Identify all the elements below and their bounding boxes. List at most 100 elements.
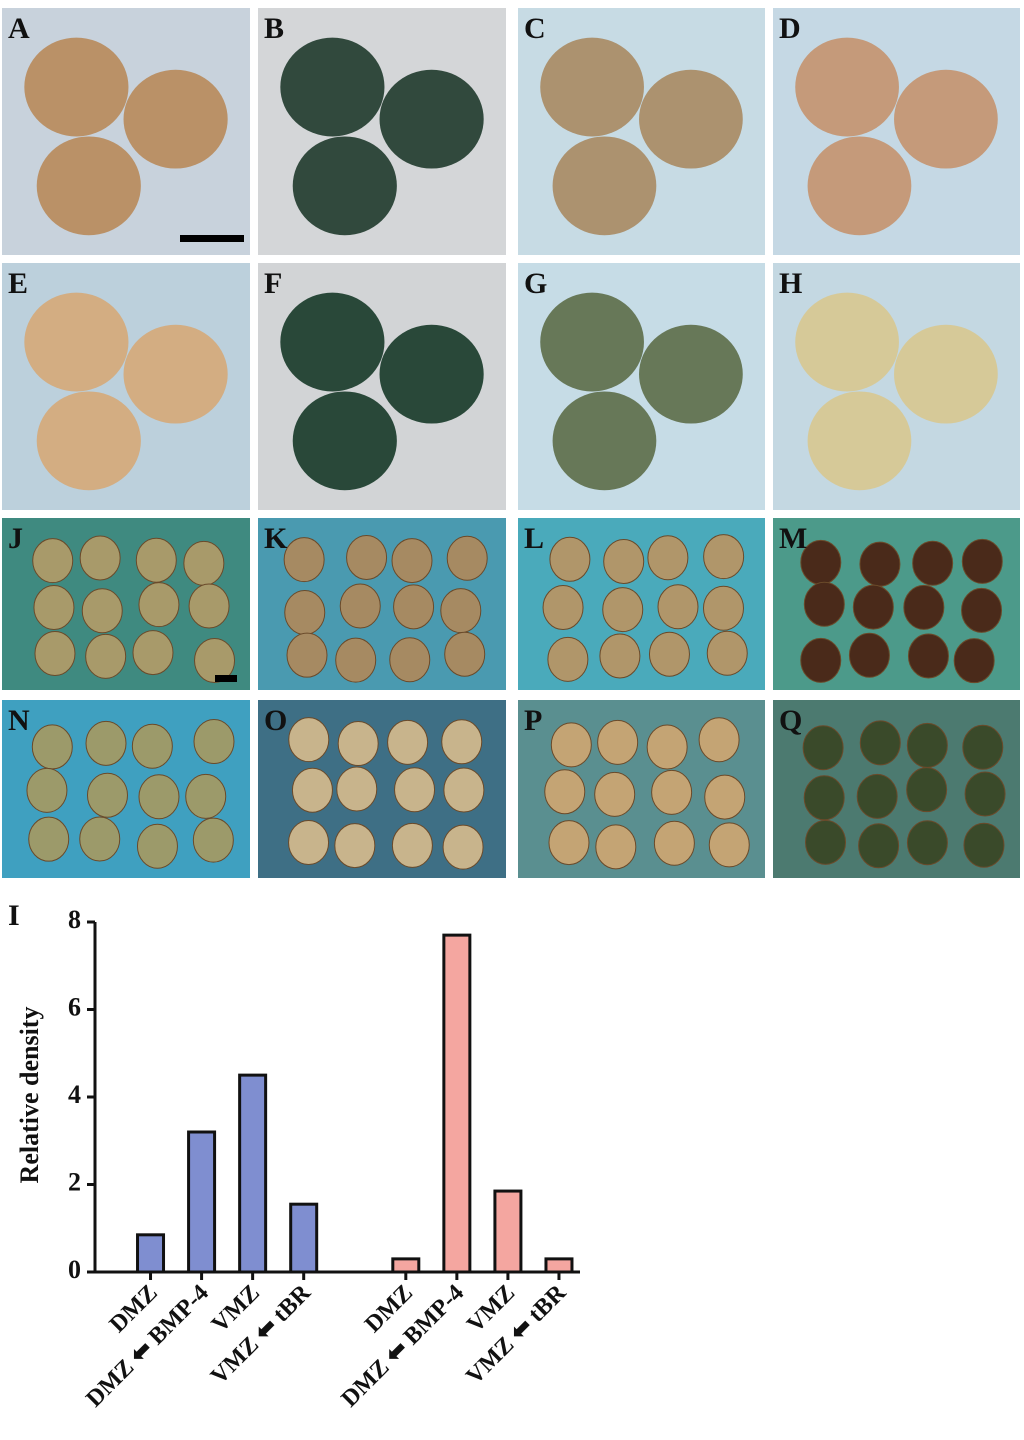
embryo: [132, 630, 174, 676]
panel-label: G: [524, 267, 547, 300]
embryo: [443, 767, 485, 813]
bar: [493, 1189, 523, 1274]
embryo: [131, 723, 173, 769]
embryo: [138, 582, 180, 628]
embryo: [802, 725, 844, 771]
panel-label: E: [8, 267, 28, 300]
panel-label: K: [264, 522, 288, 555]
embryo: [85, 633, 127, 679]
y-tick-label: 2: [68, 1167, 81, 1196]
embryo: [288, 820, 330, 866]
y-tick-label: 6: [68, 992, 81, 1021]
embryo: [848, 632, 890, 678]
embryo: [291, 767, 333, 813]
embryo: [192, 817, 234, 863]
embryo: [852, 584, 894, 630]
embryo: [894, 324, 998, 424]
embryo: [379, 69, 484, 169]
embryo: [807, 136, 912, 236]
embryo: [81, 588, 123, 634]
embryo: [906, 722, 948, 768]
embryo: [393, 584, 435, 630]
embryo: [706, 630, 748, 676]
panel-label: I: [8, 899, 20, 932]
embryo: [334, 823, 376, 869]
embryo: [602, 587, 644, 633]
embryo: [859, 720, 901, 766]
panel-label: N: [8, 704, 30, 737]
embryo: [335, 637, 377, 683]
embryo: [36, 136, 141, 236]
embryo: [292, 391, 397, 491]
embryo: [858, 823, 900, 869]
embryo: [540, 37, 644, 137]
embryo: [552, 136, 657, 236]
panel-label: B: [264, 12, 284, 45]
embryo: [894, 69, 998, 169]
embryo: [292, 136, 397, 236]
embryo: [646, 724, 688, 770]
bar: [391, 1257, 421, 1274]
embryo: [26, 767, 68, 813]
embryo: [79, 535, 121, 581]
panel-label: H: [779, 267, 802, 300]
y-tick-label: 4: [68, 1080, 81, 1109]
embryo: [903, 584, 945, 630]
embryo: [800, 637, 842, 683]
embryo: [594, 771, 636, 817]
embryo: [544, 769, 586, 815]
embryo: [336, 766, 378, 812]
panel-label: F: [264, 267, 282, 300]
embryo: [283, 537, 325, 583]
embryo: [32, 538, 74, 584]
embryo: [79, 816, 121, 862]
embryo: [337, 721, 379, 767]
embryo: [653, 820, 695, 866]
embryo: [708, 822, 750, 868]
embryo: [183, 540, 225, 586]
embryo: [805, 819, 847, 865]
embryo: [803, 581, 845, 627]
embryo: [339, 583, 381, 629]
embryo: [286, 632, 328, 678]
embryo: [639, 324, 743, 424]
embryo: [648, 631, 690, 677]
embryo: [391, 538, 433, 584]
bar: [136, 1233, 166, 1274]
embryo: [859, 541, 901, 587]
scale-bar: [180, 235, 244, 242]
embryo: [549, 536, 591, 582]
embryo: [961, 587, 1003, 633]
embryo: [31, 724, 73, 770]
embryo: [795, 37, 899, 137]
panel-label: L: [524, 522, 544, 555]
panel-label: O: [264, 704, 287, 737]
embryo: [188, 583, 230, 629]
embryo: [961, 538, 1003, 584]
embryo: [657, 584, 699, 630]
embryo: [36, 391, 141, 491]
panel-label: C: [524, 12, 546, 45]
panel-label: M: [779, 522, 807, 555]
embryo: [795, 292, 899, 392]
embryo: [595, 824, 637, 870]
embryo: [135, 537, 177, 583]
panel-label: A: [8, 12, 30, 45]
embryo: [394, 767, 436, 813]
embryo: [552, 391, 657, 491]
embryo: [123, 324, 228, 424]
bar: [442, 933, 472, 1274]
scale-bar: [215, 675, 237, 682]
embryo: [194, 638, 236, 684]
embryo: [442, 824, 484, 870]
embryo: [34, 631, 76, 677]
embryo: [123, 69, 228, 169]
embryo: [547, 636, 589, 682]
embryo: [856, 773, 898, 819]
embryo: [597, 719, 639, 765]
embryo: [185, 773, 227, 819]
embryo: [280, 37, 385, 137]
embryo: [964, 771, 1006, 817]
photo-panels: A B C D E F G H J K L M N O P Q: [2, 8, 1020, 878]
